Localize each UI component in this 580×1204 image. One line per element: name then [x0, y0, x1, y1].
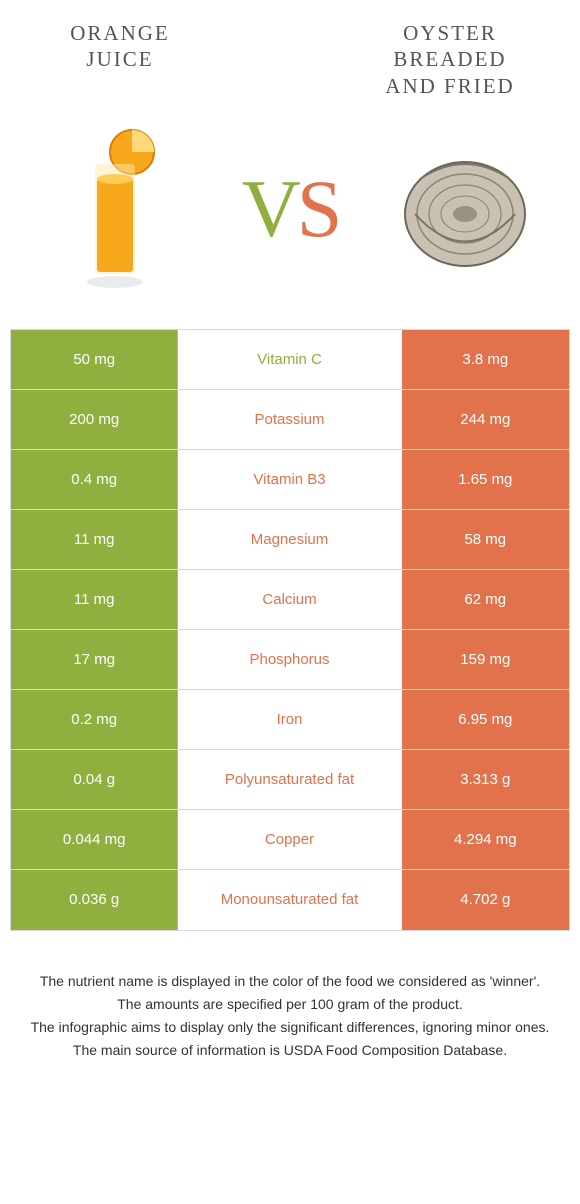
left-food-image [40, 119, 190, 299]
right-value: 4.294 mg [402, 810, 569, 869]
table-row: 50 mgVitamin C3.8 mg [11, 330, 569, 390]
right-food-image [390, 119, 540, 299]
table-row: 200 mgPotassium244 mg [11, 390, 569, 450]
nutrient-name: Monounsaturated fat [178, 870, 401, 930]
right-title-line1: OYSTER [403, 21, 497, 45]
nutrient-name: Phosphorus [178, 630, 401, 689]
table-row: 11 mgCalcium62 mg [11, 570, 569, 630]
table-row: 0.2 mgIron6.95 mg [11, 690, 569, 750]
infographic: ORANGE JUICE OYSTER BREADED AND FRIED VS [0, 0, 580, 1061]
right-title-line3: AND FRIED [385, 74, 514, 98]
table-row: 0.036 gMonounsaturated fat4.702 g [11, 870, 569, 930]
left-value: 50 mg [11, 330, 178, 389]
table-row: 0.04 gPolyunsaturated fat3.313 g [11, 750, 569, 810]
table-row: 17 mgPhosphorus159 mg [11, 630, 569, 690]
left-food-title: ORANGE JUICE [30, 20, 210, 73]
left-value: 11 mg [11, 510, 178, 569]
nutrient-name: Vitamin C [178, 330, 401, 389]
table-row: 11 mgMagnesium58 mg [11, 510, 569, 570]
nutrient-name: Iron [178, 690, 401, 749]
vs-s: S [297, 163, 339, 254]
right-value: 58 mg [402, 510, 569, 569]
left-value: 0.036 g [11, 870, 178, 930]
footnote-line: The nutrient name is displayed in the co… [30, 971, 550, 992]
table-row: 0.044 mgCopper4.294 mg [11, 810, 569, 870]
left-value: 0.044 mg [11, 810, 178, 869]
right-value: 3.8 mg [402, 330, 569, 389]
right-value: 244 mg [402, 390, 569, 449]
footnotes: The nutrient name is displayed in the co… [10, 971, 570, 1061]
nutrient-name: Calcium [178, 570, 401, 629]
right-value: 6.95 mg [402, 690, 569, 749]
vs-label: VS [242, 162, 339, 256]
table-row: 0.4 mgVitamin B31.65 mg [11, 450, 569, 510]
left-title-line2: JUICE [86, 47, 153, 71]
left-title-line1: ORANGE [70, 21, 170, 45]
nutrient-table: 50 mgVitamin C3.8 mg200 mgPotassium244 m… [10, 329, 570, 931]
left-value: 0.2 mg [11, 690, 178, 749]
footnote-line: The main source of information is USDA F… [30, 1040, 550, 1061]
right-value: 1.65 mg [402, 450, 569, 509]
footnote-line: The amounts are specified per 100 gram o… [30, 994, 550, 1015]
right-title-line2: BREADED [393, 47, 506, 71]
nutrient-name: Magnesium [178, 510, 401, 569]
orange-juice-icon [60, 124, 170, 294]
left-value: 0.04 g [11, 750, 178, 809]
footnote-line: The infographic aims to display only the… [30, 1017, 550, 1038]
nutrient-name: Copper [178, 810, 401, 869]
left-value: 17 mg [11, 630, 178, 689]
left-value: 11 mg [11, 570, 178, 629]
left-value: 200 mg [11, 390, 178, 449]
nutrient-name: Polyunsaturated fat [178, 750, 401, 809]
header: ORANGE JUICE OYSTER BREADED AND FRIED [10, 20, 570, 99]
right-value: 3.313 g [402, 750, 569, 809]
right-food-title: OYSTER BREADED AND FRIED [350, 20, 550, 99]
left-value: 0.4 mg [11, 450, 178, 509]
right-value: 159 mg [402, 630, 569, 689]
right-value: 62 mg [402, 570, 569, 629]
oyster-icon [390, 139, 540, 279]
vs-v: V [242, 163, 297, 254]
nutrient-name: Potassium [178, 390, 401, 449]
images-row: VS [10, 109, 570, 309]
nutrient-name: Vitamin B3 [178, 450, 401, 509]
right-value: 4.702 g [402, 870, 569, 930]
